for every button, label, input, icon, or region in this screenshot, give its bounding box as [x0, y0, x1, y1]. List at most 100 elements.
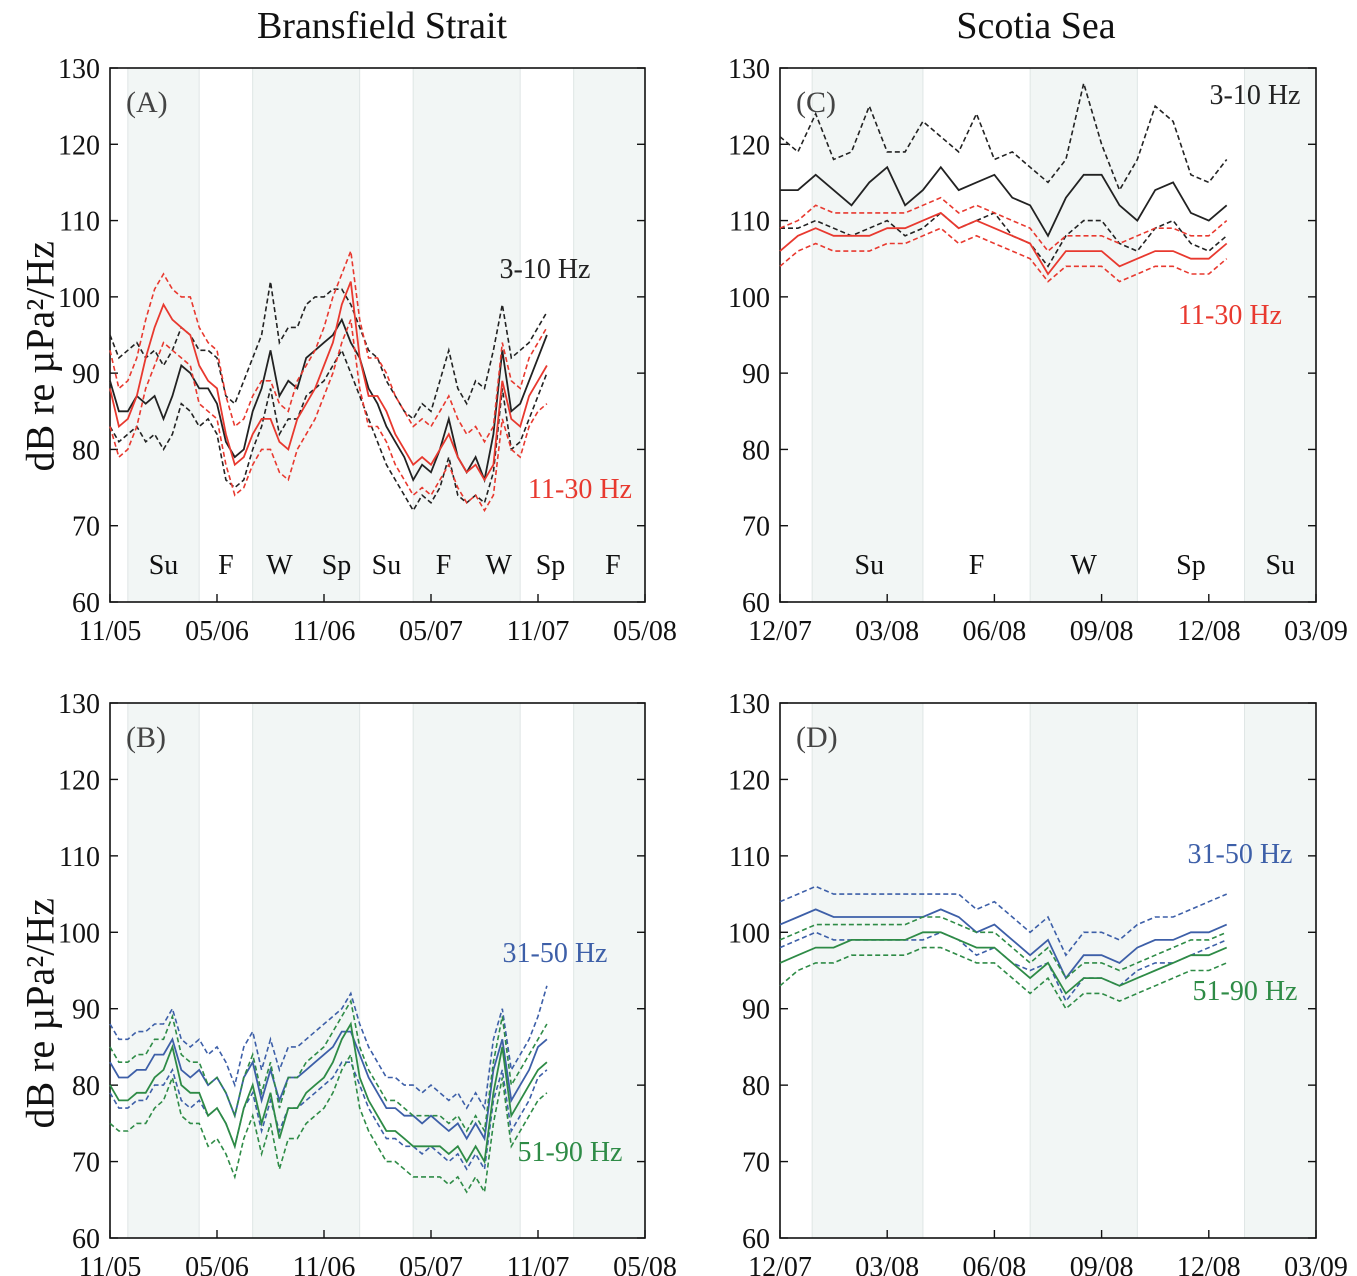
xtick-label-b-3: 05/07	[399, 1252, 463, 1276]
ytick-label-b-7: 130	[58, 689, 100, 720]
ytick-label-c-4: 100	[728, 283, 770, 314]
ytick-label-c-2: 80	[742, 435, 770, 466]
season-shade-d-2	[1244, 703, 1316, 1238]
ytick-label-c-5: 110	[729, 207, 770, 238]
series-d-51-90hz-median	[779, 931, 1228, 995]
season-label-a-0: Su	[149, 550, 179, 581]
ytick-label-a-0: 60	[72, 588, 100, 619]
season-shade-a-2	[413, 68, 521, 602]
series-a-11-30hz-median	[109, 281, 548, 482]
season-shade-b-0	[127, 703, 200, 1238]
ytick-label-d-6: 120	[728, 765, 770, 796]
series-c-11-30hz-upper	[779, 196, 1228, 253]
xtick-label-a-3: 05/07	[399, 616, 463, 647]
season-shade-c-1	[1030, 68, 1138, 602]
series-c-3-10hz-upper	[779, 80, 1228, 192]
season-label-a-2: W	[266, 550, 293, 581]
series-d-31-50hz-median	[779, 908, 1228, 980]
ytick-label-b-2: 80	[72, 1071, 100, 1102]
xtick-label-a-2: 11/06	[293, 616, 356, 647]
xtick-label-d-3: 09/08	[1070, 1252, 1134, 1276]
season-shade-c-2	[1244, 68, 1316, 602]
ytick-label-d-5: 110	[729, 842, 770, 873]
xtick-label-a-4: 11/07	[507, 616, 570, 647]
season-label-a-3: Sp	[322, 550, 352, 581]
ytick-label-c-3: 90	[742, 359, 770, 390]
ytick-label-d-4: 100	[728, 918, 770, 949]
series-d-51-90hz-lower	[779, 946, 1228, 1010]
season-label-a-6: W	[486, 550, 513, 581]
panel-label-a: (A)	[126, 86, 168, 119]
xtick-label-c-1: 03/08	[855, 616, 919, 647]
season-label-a-5: F	[436, 550, 452, 581]
season-label-c-2: W	[1071, 550, 1098, 581]
xtick-label-c-3: 09/08	[1070, 616, 1134, 647]
series-label-d-1: 51-90 Hz	[1193, 976, 1298, 1007]
series-c-3-10hz-median	[780, 165, 1228, 238]
ytick-label-a-5: 110	[59, 207, 100, 238]
series-a-3-10hz-median	[109, 317, 548, 484]
season-label-a-4: Su	[372, 550, 402, 581]
season-shade-a-3	[573, 68, 645, 602]
ytick-label-b-0: 60	[72, 1224, 100, 1255]
xtick-label-d-1: 03/08	[855, 1252, 919, 1276]
ytick-label-c-1: 70	[742, 512, 770, 543]
xtick-label-d-0: 12/07	[748, 1252, 812, 1276]
season-shade-b-1	[252, 703, 360, 1238]
ytick-label-d-0: 60	[742, 1224, 770, 1255]
series-b-51-90hz-lower	[109, 1052, 548, 1195]
series-label-a-1: 11-30 Hz	[528, 474, 632, 505]
xtick-label-d-5: 03/09	[1284, 1252, 1348, 1276]
ytick-label-b-4: 100	[58, 918, 100, 949]
season-shade-c-0	[812, 68, 923, 602]
ytick-label-a-3: 90	[72, 359, 100, 390]
axes-frame-b	[109, 702, 646, 1239]
ytick-label-b-6: 120	[58, 765, 100, 796]
xtick-label-b-5: 05/08	[613, 1252, 677, 1276]
series-b-51-90hz-upper	[109, 998, 548, 1134]
series-a-11-30hz-upper	[109, 250, 548, 444]
ytick-label-c-6: 120	[728, 130, 770, 161]
series-d-51-90hz-upper	[779, 916, 1228, 980]
xtick-label-c-5: 03/09	[1284, 616, 1348, 647]
season-shade-a-0	[127, 68, 200, 602]
title-scotia-sea: Scotia Sea	[956, 5, 1116, 47]
season-label-c-1: F	[969, 550, 985, 581]
ytick-label-a-4: 100	[58, 283, 100, 314]
season-label-c-3: Sp	[1176, 550, 1206, 581]
series-b-51-90hz-median	[109, 1021, 548, 1165]
xtick-label-d-4: 12/08	[1177, 1252, 1241, 1276]
xtick-label-c-0: 12/07	[748, 616, 812, 647]
ytick-label-a-7: 130	[58, 54, 100, 85]
ytick-label-c-7: 130	[728, 54, 770, 85]
panel-label-d: (D)	[796, 721, 838, 754]
season-shade-b-2	[413, 703, 521, 1238]
panel-label-b: (B)	[126, 721, 166, 754]
xtick-label-c-2: 06/08	[963, 616, 1027, 647]
xtick-label-b-1: 05/06	[185, 1252, 249, 1276]
season-label-c-4: Su	[1265, 550, 1295, 581]
ytick-label-d-1: 70	[742, 1148, 770, 1179]
season-label-c-0: Su	[855, 550, 885, 581]
season-shade-a-1	[252, 68, 360, 602]
ytick-label-c-0: 60	[742, 588, 770, 619]
season-shade-b-3	[573, 703, 645, 1238]
xtick-label-b-4: 11/07	[507, 1252, 570, 1276]
xtick-label-b-2: 11/06	[293, 1252, 356, 1276]
season-shade-d-1	[1030, 703, 1138, 1238]
season-shade-d-0	[812, 703, 923, 1238]
axes-frame-d	[779, 702, 1317, 1239]
series-a-11-30hz-lower	[109, 319, 548, 513]
xtick-label-b-0: 11/05	[79, 1252, 142, 1276]
series-label-b-0: 31-50 Hz	[503, 938, 608, 969]
xtick-label-a-5: 05/08	[613, 616, 677, 647]
season-label-a-1: F	[218, 550, 234, 581]
ytick-label-d-7: 130	[728, 689, 770, 720]
axes-frame-c	[779, 67, 1317, 603]
series-c-3-10hz-lower	[780, 211, 1228, 268]
series-label-d-0: 31-50 Hz	[1188, 839, 1293, 870]
ytick-label-b-3: 90	[72, 995, 100, 1026]
season-label-a-8: F	[605, 550, 621, 581]
series-c-11-30hz-lower	[779, 227, 1228, 283]
